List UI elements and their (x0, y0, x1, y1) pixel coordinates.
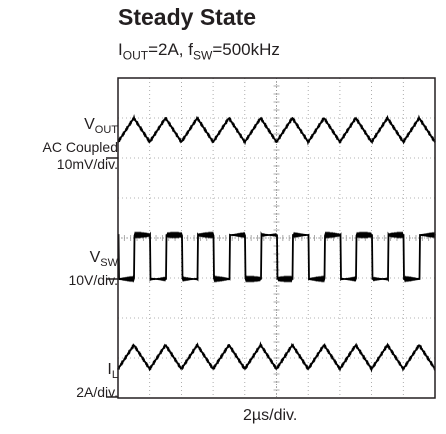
plot-traces (106, 113, 436, 398)
vsw-label-sub: SW (100, 256, 118, 269)
x-axis-label: 2µs/div. (243, 407, 298, 424)
vout-label-main: V (84, 116, 95, 133)
plot-frame (117, 77, 436, 399)
il-label-main: I (107, 361, 112, 378)
vout-trace (117, 113, 436, 146)
il-scale: 2A/div. (76, 383, 118, 400)
iout-subscript: OUT (122, 48, 149, 63)
chart-title: Steady State (118, 4, 257, 30)
vsw-scale: 10V/div. (68, 271, 118, 288)
vsw-label-main: V (89, 249, 101, 266)
iout-symbol: I (118, 40, 123, 59)
iout-value: =2A, (148, 40, 189, 59)
il-trace (117, 341, 436, 373)
vout-label-sub: OUT (94, 123, 118, 136)
fsw-value: =500kHz (212, 40, 280, 59)
fsw-symbol: f (188, 40, 193, 59)
fsw-subscript: SW (192, 48, 213, 63)
vsw-channel-label: VSW 10V/div. (68, 249, 118, 289)
vsw-trace (117, 231, 436, 283)
il-label-sub: L (111, 368, 118, 381)
vout-channel-label: VOUT AC Coupled 10mV/div. (43, 116, 119, 173)
il-channel-label: IL 2A/div. (76, 361, 118, 401)
chart-subtitle: IOUT=2A, fSW=500kHz (118, 40, 280, 62)
vout-scale: 10mV/div. (56, 155, 118, 172)
vout-coupling: AC Coupled (42, 138, 119, 155)
